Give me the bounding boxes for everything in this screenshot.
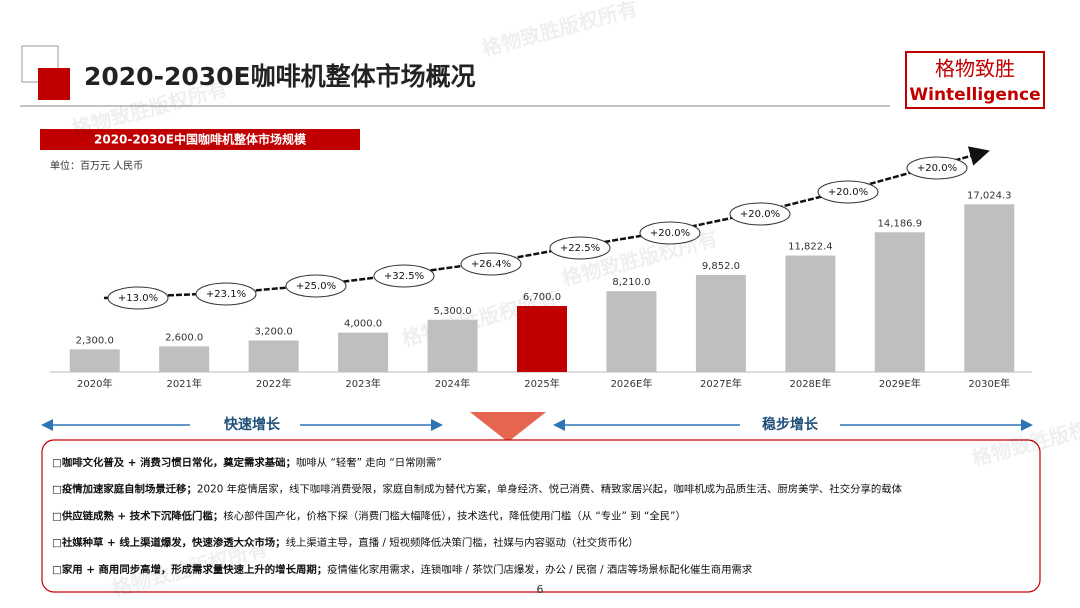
value-label: 17,024.3 <box>967 190 1012 201</box>
value-label: 4,000.0 <box>344 319 382 330</box>
x-tick-label: 2025年 <box>524 377 559 390</box>
value-label: 11,822.4 <box>788 242 833 253</box>
bar <box>248 340 299 372</box>
bullet-text: 核心部件国产化，价格下探（消费门槛大幅降低），技术迭代，降低使用门槛（从 “专业… <box>223 509 686 522</box>
bullet-bold: □咖啡文化普及 + 消费习惯日常化，奠定需求基础； <box>52 456 296 469</box>
bullet-text: 疫情催化家用需求，连锁咖啡 / 茶饮门店爆发，办公 / 民宿 / 酒店等场景标配… <box>327 563 753 576</box>
bullet-bold: □供应链成熟 + 技术下沉降低门槛； <box>52 509 223 522</box>
growth-bubble <box>639 221 701 245</box>
bullet-bold: □家用 + 商用同步高增，形成需求量快速上升的增长周期； <box>52 563 327 576</box>
x-tick-label: 2029E年 <box>879 377 921 390</box>
bar <box>695 274 746 372</box>
value-label: 14,186.9 <box>878 218 923 229</box>
bar <box>606 291 657 372</box>
x-tick-label: 2021年 <box>166 377 201 390</box>
chart-title: 2020-2030E中国咖啡机整体市场规模 <box>94 132 307 147</box>
trend-arrow <box>103 146 990 300</box>
bullet-text: 2020 年疫情居家，线下咖啡消费受限，家庭自制成为替代方案，单身经济、悦己消费… <box>197 483 903 496</box>
chart-title-bar <box>40 129 360 150</box>
x-tick-label: 2024年 <box>435 377 470 390</box>
bar <box>69 349 120 372</box>
x-tick-label: 2026E年 <box>611 377 653 390</box>
slide-title: 2020-2030E咖啡机整体市场概况 <box>84 62 476 91</box>
value-label: 2,300.0 <box>76 335 114 346</box>
x-tick-label: 2028E年 <box>789 377 831 390</box>
x-tick-label: 2023年 <box>345 377 380 390</box>
growth-label: +32.5% <box>384 271 424 282</box>
bullet-text: 线上渠道主导，直播 / 短视频降低决策门槛，社媒与内容驱动（社交货币化） <box>286 536 639 549</box>
bullet-text: 咖啡从 “轻奢” 走向 “日常刚需” <box>296 456 442 469</box>
bar <box>517 306 567 372</box>
bullet-bold: □疫情加速家庭自制场景迁移； <box>52 483 197 496</box>
value-label: 9,852.0 <box>702 261 740 272</box>
growth-label: +20.0% <box>917 163 957 174</box>
value-label: 2,600.0 <box>165 332 203 343</box>
title-square <box>38 68 70 100</box>
growth-bubble <box>549 236 611 260</box>
unit: 单位：百万元 人民币 <box>50 159 143 172</box>
value-label: 8,210.0 <box>612 277 650 288</box>
value-label: 3,200.0 <box>255 326 293 337</box>
growth-label: +22.5% <box>560 243 600 254</box>
growth-label: +13.0% <box>118 293 158 304</box>
bar <box>338 332 389 372</box>
logo-cn: 格物致胜 <box>935 57 1015 81</box>
logo-box <box>905 51 1045 109</box>
logo-en: Wintelligence <box>909 85 1040 105</box>
bar <box>964 204 1015 372</box>
bullet: □供应链成熟 + 技术下沉降低门槛；核心部件国产化，价格下探（消费门槛大幅降低）… <box>52 509 686 522</box>
bullet-bold: □社媒种草 + 线上渠道爆发，快速渗透大众市场； <box>52 536 286 549</box>
bar <box>874 232 925 372</box>
bullet: □疫情加速家庭自制场景迁移；2020 年疫情居家，线下咖啡消费受限，家庭自制成为… <box>52 483 903 496</box>
bullet: □社媒种草 + 线上渠道爆发，快速渗透大众市场；线上渠道主导，直播 / 短视频降… <box>52 536 639 549</box>
x-tick-label: 2027E年 <box>700 377 742 390</box>
growth-bubble <box>906 156 968 180</box>
growth-bubble <box>107 286 169 310</box>
bullet: □咖啡文化普及 + 消费习惯日常化，奠定需求基础；咖啡从 “轻奢” 走向 “日常… <box>52 456 442 469</box>
growth-bubble <box>460 252 522 276</box>
watermark: 格物致胜版权所有 <box>479 0 640 61</box>
value-label: 5,300.0 <box>433 306 471 317</box>
phase-label: 稳步增长 <box>762 416 819 433</box>
growth-bubble <box>373 264 435 288</box>
growth-label: +25.0% <box>296 281 336 292</box>
growth-label: +20.0% <box>650 228 690 239</box>
growth-label: +20.0% <box>740 209 780 220</box>
page-number: 6 <box>537 583 544 596</box>
bullet: □家用 + 商用同步高增，形成需求量快速上升的增长周期；疫情催化家用需求，连锁咖… <box>52 563 753 576</box>
growth-bubble <box>817 180 879 204</box>
bar <box>159 346 210 372</box>
down-chevron <box>470 412 546 442</box>
growth-label: +23.1% <box>206 289 246 300</box>
bar <box>427 319 478 372</box>
value-label: 6,700.0 <box>523 292 561 303</box>
growth-bubble <box>729 202 791 226</box>
growth-bubble <box>195 282 257 306</box>
x-tick-label: 2030E年 <box>968 377 1010 390</box>
growth-label: +20.0% <box>828 187 868 198</box>
x-tick-label: 2022年 <box>256 377 291 390</box>
growth-bubble <box>285 274 347 298</box>
bar <box>785 255 836 372</box>
phase-label: 快速增长 <box>224 416 281 433</box>
x-tick-label: 2020年 <box>77 377 112 390</box>
growth-label: +26.4% <box>471 259 511 270</box>
bullet-box <box>41 439 1041 593</box>
